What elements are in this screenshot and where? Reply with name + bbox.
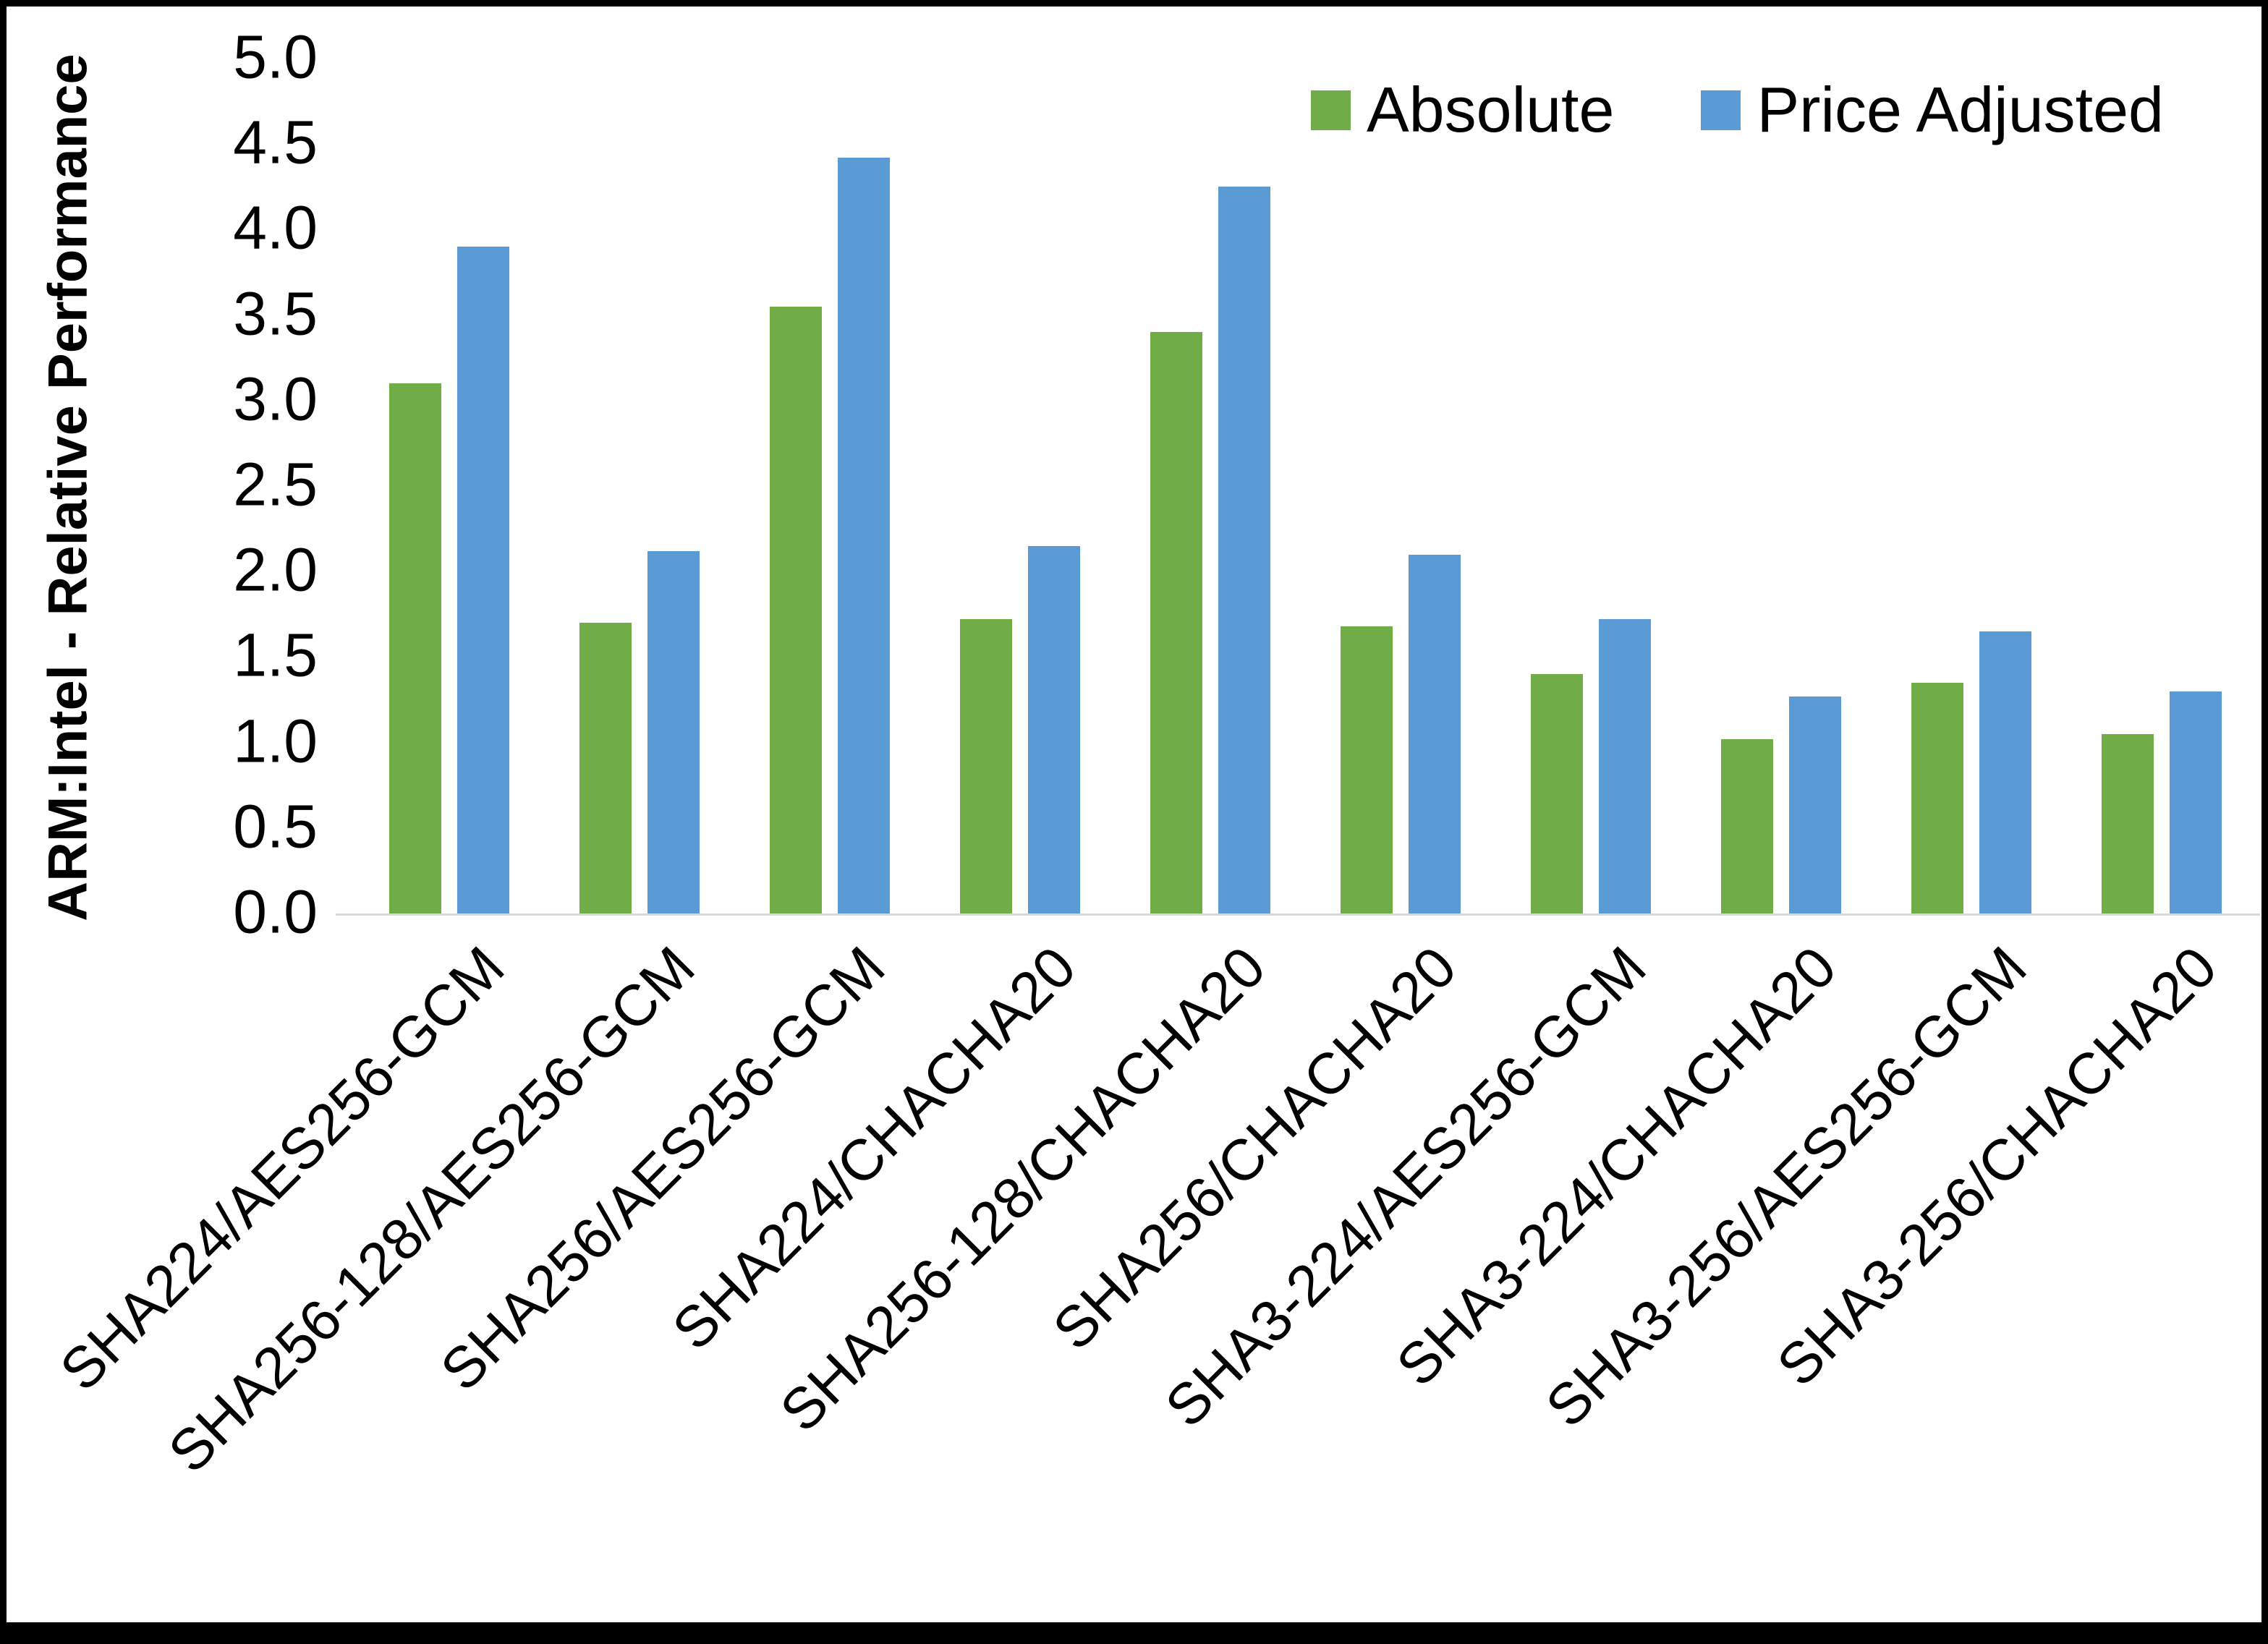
y-tick-label: 0.0: [233, 877, 318, 946]
bar-absolute: [1720, 738, 1773, 913]
y-tick-label: 2.0: [233, 535, 318, 604]
plot-area: [7, 7, 2261, 1019]
y-tick-label: 2.5: [233, 450, 318, 519]
bar-price-adjusted: [1218, 187, 1270, 913]
bar-absolute: [959, 619, 1012, 913]
y-tick-label: 4.0: [233, 193, 318, 262]
legend: Absolute Price Adjusted: [1310, 73, 2164, 147]
bar-absolute: [1150, 332, 1202, 913]
legend-item: Price Adjusted: [1701, 73, 2164, 147]
bar-absolute: [2101, 733, 2154, 913]
bar-absolute: [1911, 682, 1963, 913]
bar-price-adjusted: [1027, 545, 1080, 913]
y-tick-label: 0.5: [233, 792, 318, 861]
legend-item: Absolute: [1310, 73, 1615, 147]
bar-price-adjusted: [2169, 691, 2222, 913]
bar-price-adjusted: [1979, 631, 2031, 913]
y-tick-label: 4.5: [233, 108, 318, 176]
bar-absolute: [579, 623, 632, 913]
legend-swatch-icon: [1310, 90, 1351, 130]
y-tick-label: 5.0: [233, 22, 318, 91]
y-tick-label: 3.5: [233, 279, 318, 348]
bar-price-adjusted: [1408, 554, 1461, 913]
x-axis-line: [336, 913, 2260, 916]
bar-absolute: [1340, 626, 1393, 913]
bar-price-adjusted: [456, 247, 509, 913]
y-tick-label: 1.0: [233, 707, 318, 775]
y-tick-label: 3.0: [233, 365, 318, 433]
bar-price-adjusted: [1598, 619, 1651, 913]
legend-label: Absolute: [1366, 74, 1615, 145]
bar-absolute: [1530, 674, 1583, 913]
bar-price-adjusted: [647, 550, 700, 913]
x-axis-labels: SHA224/AES256-GCM SHA256-128/AES256-GCM SH…: [7, 7, 2261, 1622]
y-axis-tick-labels: 5.0 4.5 4.0 3.5 3.0 2.5 2.0 1.5 1.0 0.5 0.0: [7, 7, 318, 1019]
y-tick-label: 1.5: [233, 621, 318, 689]
bar-price-adjusted: [837, 158, 890, 913]
legend-label: Price Adjusted: [1757, 74, 2164, 145]
legend-swatch-icon: [1701, 90, 1741, 130]
bar-price-adjusted: [1788, 696, 1841, 913]
bar-absolute: [388, 383, 441, 913]
bar-absolute: [769, 306, 822, 913]
